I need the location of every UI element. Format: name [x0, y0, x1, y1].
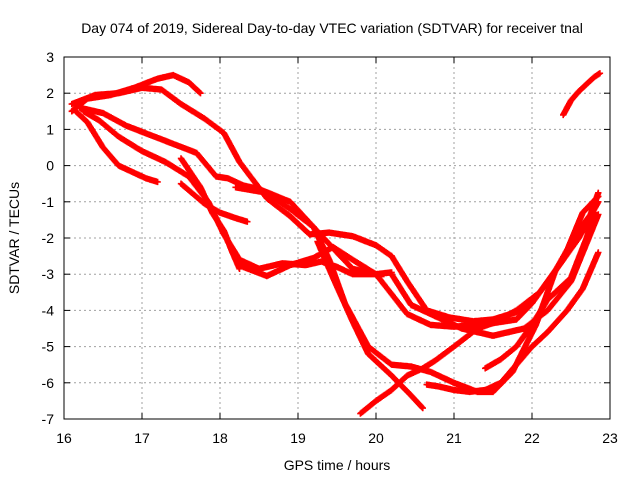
x-tick-label: 19 [290, 430, 306, 446]
x-tick-label: 16 [56, 430, 72, 446]
data-point-markers [357, 198, 602, 417]
y-tick-label: 2 [46, 85, 54, 101]
x-tick-label: 17 [134, 430, 150, 446]
y-tick-label: -1 [42, 194, 55, 210]
x-tick-label: 18 [212, 430, 228, 446]
data-point-markers [314, 238, 426, 412]
x-tick-label: 23 [602, 430, 618, 446]
series-track-2 [68, 84, 395, 260]
y-tick-label: -5 [42, 339, 55, 355]
y-tick-label: -3 [42, 266, 55, 282]
series-track-16 [560, 70, 604, 119]
data-point-markers [560, 70, 604, 119]
data-point-markers [177, 155, 243, 272]
data-point-markers [423, 249, 602, 396]
y-tick-label: 0 [46, 158, 54, 174]
data-point-markers [72, 108, 161, 186]
y-tick-label: -4 [42, 302, 55, 318]
x-tick-label: 20 [368, 430, 384, 446]
x-axis-label: GPS time / hours [284, 457, 391, 473]
series-track-13 [357, 198, 602, 417]
data-point-markers [482, 209, 598, 372]
series-track-12 [314, 238, 426, 412]
y-tick-label: 1 [46, 121, 54, 137]
data-series [68, 70, 604, 417]
series-track-6 [72, 108, 161, 186]
series-track-15 [482, 209, 598, 372]
data-point-markers [68, 84, 395, 260]
y-axis-label: SDTVAR / TECUs [6, 182, 22, 294]
series-track-14 [423, 249, 602, 396]
chart-title: Day 074 of 2019, Sidereal Day-to-day VTE… [81, 20, 583, 36]
grid-lines [64, 57, 610, 419]
y-tick-label: -6 [42, 375, 55, 391]
y-tick-label: -7 [42, 411, 55, 427]
y-tick-label: 3 [46, 49, 54, 65]
x-tick-label: 22 [524, 430, 540, 446]
y-tick-label: -2 [42, 230, 55, 246]
series-track-10 [177, 155, 243, 272]
plot-frame [63, 56, 611, 420]
x-tick-label: 21 [446, 430, 462, 446]
